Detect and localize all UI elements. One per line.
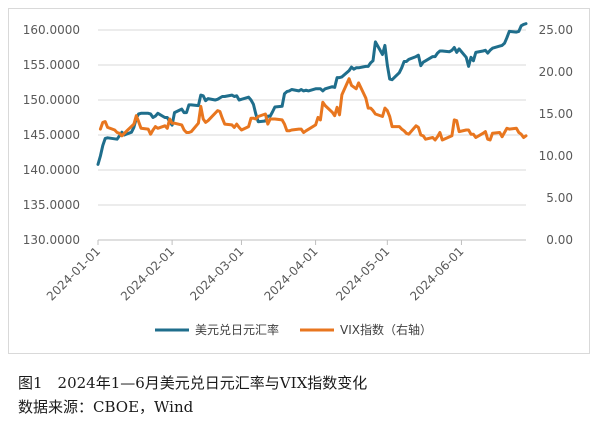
x-axis-tick-label: 2024-04-01 [261,244,320,303]
x-axis-tick-label: 2024-02-01 [118,244,177,303]
x-axis-tick-label: 2024-03-01 [187,244,246,303]
figure-caption: 图1 2024年1—6月美元兑日元汇率与VIX指数变化 [18,374,368,392]
chart-area: 160.0000 155.0000 150.0000 145.0000 140.0000… [23,22,573,337]
left-axis-tick-label: 160.0000 [23,23,80,37]
vix-legend-label: VIX指数（右轴） [340,322,432,337]
chart-frame [8,8,590,354]
left-axis-tick-label: 130.0000 [23,233,80,247]
source-note: 数据来源：CBOE，Wind [18,398,194,416]
x-axis-tick-label: 2024-05-01 [333,244,392,303]
right-axis-tick-label: 5.00 [546,191,573,205]
right-axis-tick-label: 0.00 [546,233,573,247]
usdjpy-series-line [96,22,528,166]
vix-series-line [98,77,528,142]
right-axis-tick-label: 15.00 [539,107,573,121]
x-axis-tick-label: 2024-06-01 [407,244,466,303]
right-axis-tick-label: 20.00 [539,65,573,79]
left-axis-tick-label: 155.0000 [23,58,80,72]
right-axis-tick-label: 25.00 [539,23,573,37]
left-axis-tick-label: 145.0000 [23,128,80,142]
left-axis-tick-label: 150.0000 [23,93,80,107]
right-axis-tick-label: 10.00 [539,149,573,163]
left-axis-tick-label: 140.0000 [23,163,80,177]
x-axis-tick-label: 2024-01-01 [44,244,103,303]
usdjpy-legend-label: 美元兑日元汇率 [195,322,279,337]
left-axis-tick-label: 135.0000 [23,198,80,212]
